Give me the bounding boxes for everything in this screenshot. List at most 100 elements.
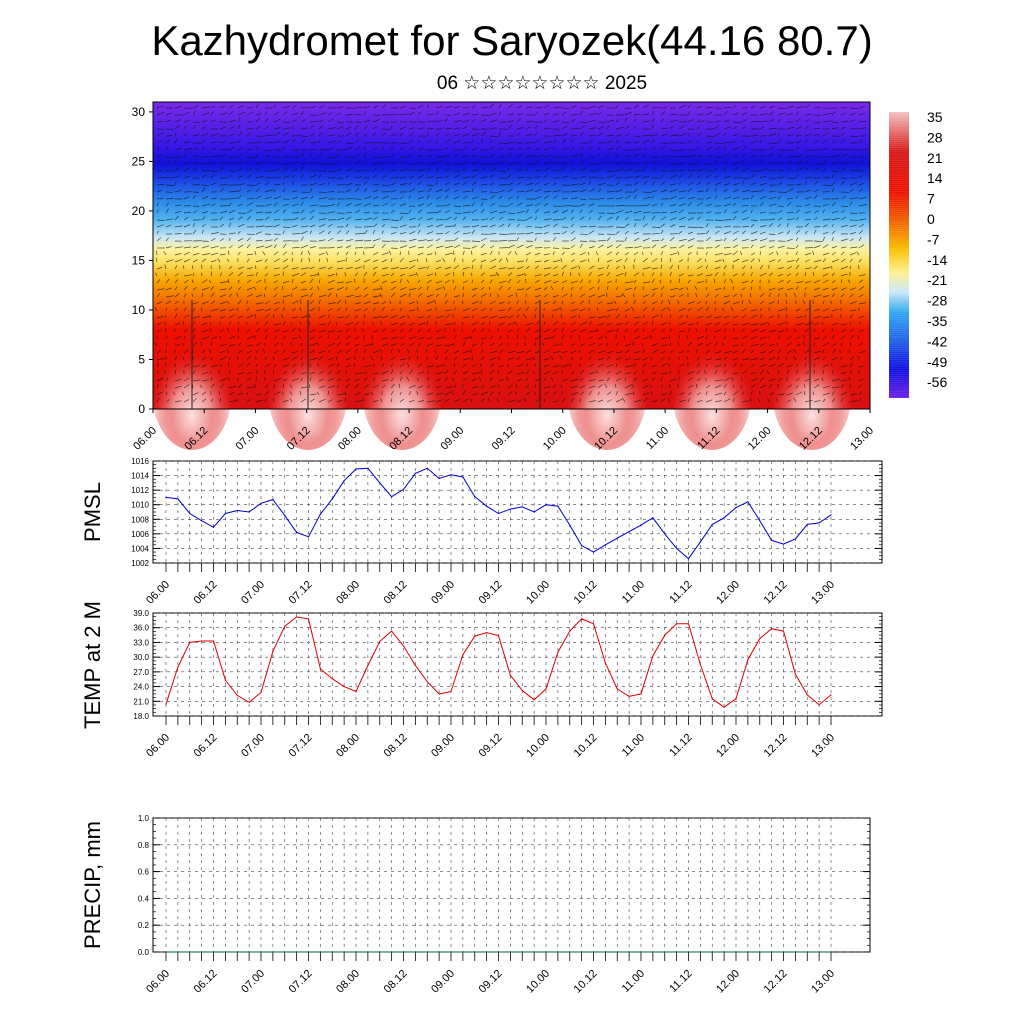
wind-barb — [741, 265, 746, 270]
wind-barb — [667, 362, 671, 368]
wind-barb — [623, 335, 626, 340]
wind-barb — [174, 210, 182, 214]
wind-barb — [498, 132, 501, 137]
wind-barb — [561, 264, 567, 270]
x-tick-label: 09.12 — [477, 579, 505, 607]
wind-barb — [552, 161, 560, 165]
wind-barb — [498, 142, 508, 145]
wind-barb — [633, 188, 638, 193]
wind-barb — [444, 279, 450, 284]
wind-barb — [759, 188, 765, 193]
wind-barb — [471, 240, 481, 242]
x-tick-label: 11.12 — [667, 968, 694, 995]
wind-barb — [453, 189, 459, 193]
wind-barb — [804, 384, 806, 389]
wind-barb — [390, 219, 399, 221]
wind-barb — [264, 334, 268, 340]
wind-barb — [183, 328, 188, 333]
colorbar-label: -49 — [927, 354, 947, 370]
wind-barb — [723, 111, 728, 116]
wind-barb — [282, 378, 288, 382]
wind-barb — [156, 384, 159, 389]
wind-barb — [759, 112, 769, 116]
wind-barb — [426, 176, 434, 179]
wind-barb — [651, 147, 656, 151]
wind-barb — [237, 327, 240, 333]
wind-barb — [543, 321, 546, 326]
wind-barb — [516, 260, 525, 263]
wind-barb — [804, 133, 812, 137]
wind-barb — [300, 236, 304, 242]
wind-barb — [759, 329, 767, 333]
wind-barb — [534, 260, 542, 263]
wind-barb — [696, 273, 704, 277]
wind-barb — [660, 307, 667, 312]
wind-barb — [228, 217, 235, 221]
wind-barb — [453, 216, 457, 221]
wind-barb — [273, 322, 282, 326]
wind-barb — [155, 272, 158, 277]
x-tick-label: 07.00 — [239, 732, 267, 760]
wind-barb — [750, 195, 754, 200]
wind-barb — [435, 385, 442, 389]
wind-barb — [228, 356, 231, 361]
wind-barb — [804, 230, 808, 235]
x-tick-label: 07.00 — [234, 425, 262, 453]
wind-barb — [273, 168, 280, 172]
wind-barb — [552, 390, 557, 396]
wind-barb — [741, 280, 749, 284]
colorbar-label: 28 — [927, 129, 943, 145]
wind-barb — [543, 287, 548, 291]
data-point — [557, 651, 559, 653]
wind-barb — [561, 125, 568, 130]
wind-barb — [480, 308, 487, 312]
wind-barb — [858, 286, 865, 291]
wind-barb — [299, 390, 302, 396]
wind-barb — [802, 300, 806, 305]
wind-barb — [534, 399, 540, 403]
wind-barb — [678, 216, 687, 221]
wind-barb — [795, 174, 799, 179]
data-point — [557, 505, 559, 507]
wind-barb — [471, 229, 475, 235]
wind-barb — [426, 217, 434, 221]
wind-barb — [174, 204, 182, 207]
wind-barb — [741, 376, 743, 382]
wind-barb — [543, 231, 549, 235]
wind-barb — [345, 126, 352, 130]
wind-barb — [165, 246, 172, 249]
colorbar-label: 35 — [927, 109, 943, 125]
wind-barb — [579, 152, 584, 158]
data-point — [379, 640, 381, 643]
wind-barb — [624, 217, 629, 221]
wind-barb — [390, 292, 396, 298]
wind-barb — [498, 335, 502, 340]
wind-barb — [523, 313, 527, 319]
wind-barb — [255, 188, 260, 193]
x-tick-label: 07.00 — [239, 968, 267, 996]
wind-barb — [309, 148, 316, 151]
wind-barb — [516, 299, 519, 305]
wind-barb — [156, 397, 160, 403]
wind-barb — [723, 230, 732, 235]
wind-barb — [741, 307, 748, 312]
wind-barb — [660, 118, 664, 123]
wind-barb — [291, 279, 294, 284]
wind-barb — [741, 342, 744, 347]
wind-barb — [174, 175, 180, 179]
wind-barb — [237, 349, 243, 354]
wind-barb — [597, 146, 601, 151]
wind-barb — [318, 258, 321, 263]
wind-barb — [165, 224, 172, 228]
data-point — [723, 706, 725, 708]
wind-barb — [570, 385, 579, 389]
x-tick-label: 12.12 — [762, 732, 790, 760]
wind-barb — [415, 272, 419, 277]
wind-barb — [398, 383, 401, 389]
wind-barb — [210, 285, 215, 291]
wind-barb — [633, 148, 642, 151]
y-tick-label: 25 — [132, 154, 146, 168]
data-point — [296, 531, 298, 534]
wind-barb — [174, 300, 179, 305]
wind-barb — [624, 321, 629, 326]
